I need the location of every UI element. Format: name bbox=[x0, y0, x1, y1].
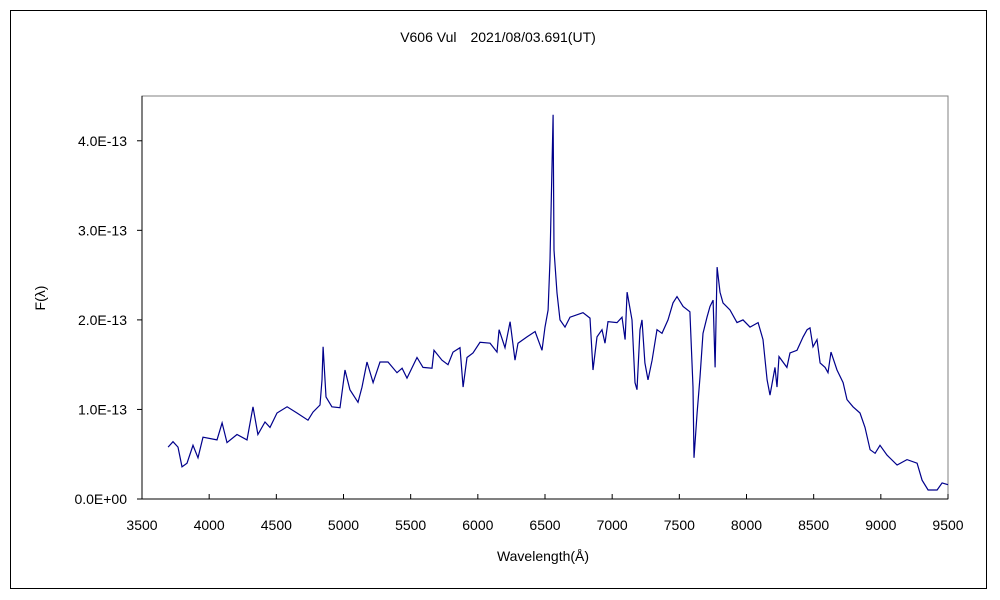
plot-area bbox=[141, 95, 949, 500]
x-tick-label: 9500 bbox=[932, 517, 963, 533]
chart-title: V606 Vul 2021/08/03.691(UT) bbox=[400, 29, 596, 45]
x-tick-label: 7000 bbox=[597, 517, 628, 533]
x-tick-label: 7500 bbox=[664, 517, 695, 533]
y-tick-label: 0.0E+00 bbox=[74, 491, 127, 507]
x-tick-label: 5500 bbox=[395, 517, 426, 533]
y-axis-label: F(λ) bbox=[32, 286, 48, 311]
y-tick-label: 1.0E-13 bbox=[78, 401, 127, 417]
y-tick-label: 2.0E-13 bbox=[78, 312, 127, 328]
chart-frame bbox=[10, 10, 987, 589]
y-tick-label: 4.0E-13 bbox=[78, 133, 127, 149]
x-tick-label: 5000 bbox=[328, 517, 359, 533]
x-tick-label: 9000 bbox=[865, 517, 896, 533]
x-tick-label: 3500 bbox=[126, 517, 157, 533]
x-tick-label: 6000 bbox=[462, 517, 493, 533]
spectrum-line bbox=[167, 114, 949, 491]
y-tick-label: 3.0E-13 bbox=[78, 222, 127, 238]
x-tick-label: 4000 bbox=[194, 517, 225, 533]
x-tick-label: 6500 bbox=[529, 517, 560, 533]
x-tick-label: 4500 bbox=[261, 517, 292, 533]
x-axis-label: Wavelength(Å) bbox=[497, 548, 589, 564]
x-tick-label: 8000 bbox=[731, 517, 762, 533]
x-tick-label: 8500 bbox=[798, 517, 829, 533]
